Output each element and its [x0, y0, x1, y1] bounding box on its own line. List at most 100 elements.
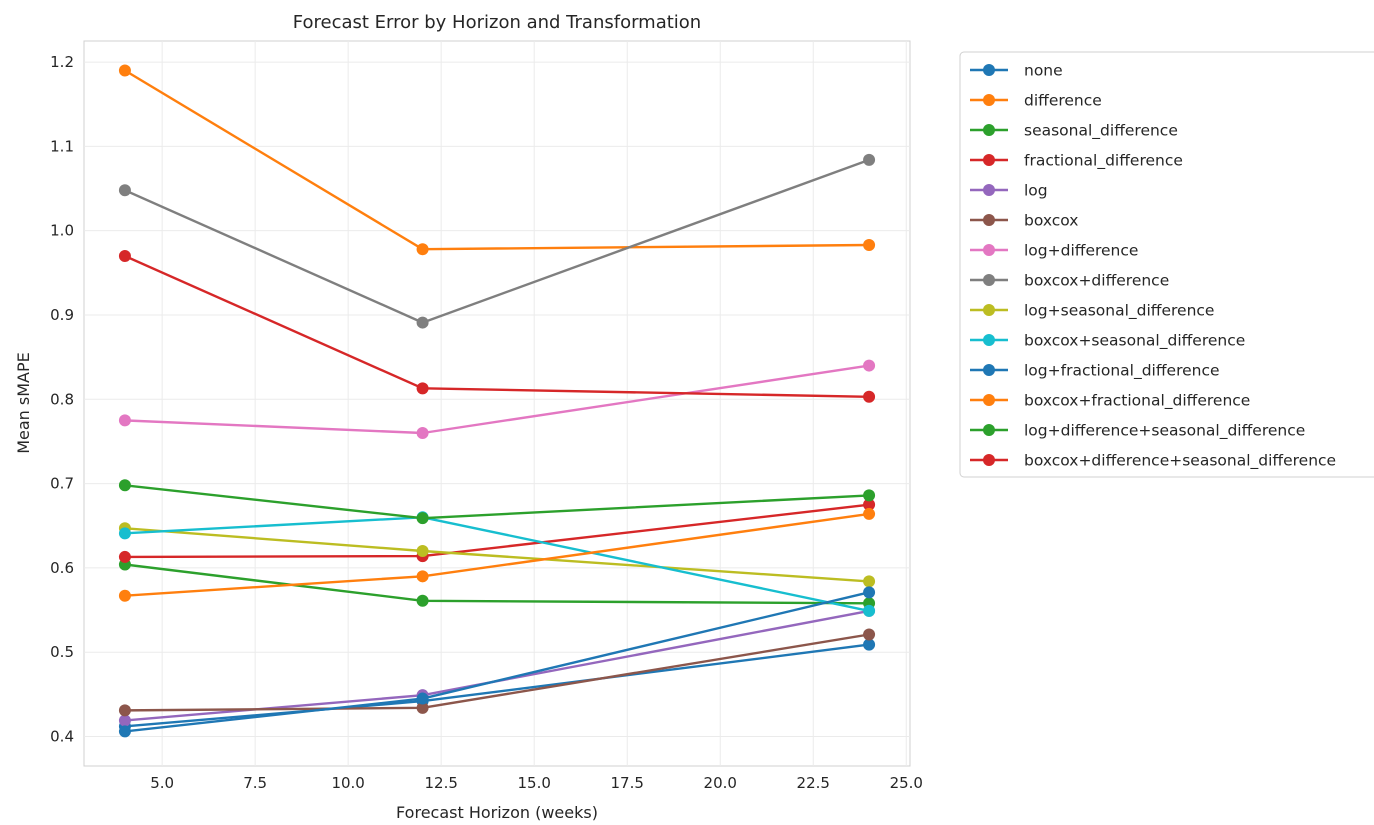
legend-marker [983, 454, 995, 466]
legend-marker [983, 184, 995, 196]
x-tick-label: 5.0 [150, 774, 174, 792]
data-point [416, 316, 429, 329]
data-point [863, 507, 876, 520]
legend-item: seasonal_difference [970, 122, 1178, 141]
data-point [416, 427, 429, 440]
plot-area [83, 40, 911, 767]
legend-label: boxcox+difference+seasonal_difference [1024, 452, 1336, 471]
legend-marker [983, 274, 995, 286]
data-point [118, 527, 131, 540]
x-tick-label: 15.0 [518, 774, 551, 792]
data-point [863, 604, 876, 617]
legend-item: none [970, 62, 1063, 80]
legend-label: log+fractional_difference [1024, 362, 1220, 381]
series-group [118, 586, 876, 738]
legend-marker [983, 424, 995, 436]
legend-item: boxcox+difference [970, 272, 1169, 290]
data-point [118, 479, 131, 492]
data-point [863, 575, 876, 588]
data-point [416, 594, 429, 607]
y-axis-title: Mean sMAPE [14, 352, 33, 454]
legend-label: difference [1024, 92, 1102, 110]
data-point [863, 153, 876, 166]
legend-item: log+fractional_difference [970, 362, 1220, 381]
data-point [863, 586, 876, 599]
legend-item: boxcox+seasonal_difference [970, 332, 1245, 351]
legend-marker [983, 154, 995, 166]
legend-label: log [1024, 182, 1048, 200]
legend-item: log+seasonal_difference [970, 302, 1214, 321]
legend-label: log+difference [1024, 242, 1138, 260]
legend-label: log+seasonal_difference [1024, 302, 1214, 321]
data-point [416, 701, 429, 714]
data-point [118, 714, 131, 727]
data-point [118, 550, 131, 563]
data-point [118, 725, 131, 738]
data-point [416, 545, 429, 558]
y-tick-label: 0.8 [50, 390, 74, 408]
legend-label: boxcox+fractional_difference [1024, 392, 1250, 411]
data-point [118, 589, 131, 602]
legend-label: boxcox+difference [1024, 272, 1169, 290]
legend-marker [983, 94, 995, 106]
y-tick-label: 1.0 [50, 222, 74, 240]
legend-marker [983, 304, 995, 316]
legend-marker [983, 394, 995, 406]
data-point [863, 638, 876, 651]
legend-label: log+difference+seasonal_difference [1024, 422, 1305, 441]
data-point [863, 628, 876, 641]
x-axis-title: Forecast Horizon (weeks) [396, 803, 598, 822]
x-tick-label: 20.0 [704, 774, 737, 792]
series-group [118, 64, 876, 256]
data-point [118, 704, 131, 717]
legend-item: log [970, 182, 1048, 200]
legend-item: log+difference+seasonal_difference [970, 422, 1305, 441]
data-point [863, 359, 876, 372]
legend-label: none [1024, 62, 1063, 80]
y-tick-label: 0.9 [50, 306, 74, 324]
legend-item: boxcox+difference+seasonal_difference [970, 452, 1336, 471]
y-tick-label: 0.4 [50, 727, 74, 745]
y-tick-label: 1.2 [50, 53, 74, 71]
data-point [863, 239, 876, 252]
x-tick-label: 10.0 [331, 774, 364, 792]
grid [84, 41, 910, 766]
y-tick-label: 0.7 [50, 475, 74, 493]
series-group [118, 479, 876, 525]
legend-label: fractional_difference [1024, 152, 1183, 171]
data-point [863, 498, 876, 511]
legend-label: boxcox [1024, 212, 1078, 230]
legend-label: seasonal_difference [1024, 122, 1178, 141]
data-point [416, 512, 429, 525]
data-point [416, 692, 429, 705]
legend-item: log+difference [970, 242, 1138, 260]
data-point [416, 382, 429, 395]
series-group [118, 249, 876, 403]
x-tick-label: 22.5 [797, 774, 830, 792]
legend-item: fractional_difference [970, 152, 1183, 171]
legend-marker [983, 124, 995, 136]
data-point [118, 249, 131, 262]
legend-marker [983, 64, 995, 76]
x-tick-label: 12.5 [424, 774, 457, 792]
legend-marker [983, 364, 995, 376]
data-point [416, 243, 429, 256]
data-point [118, 184, 131, 197]
series-group [118, 359, 876, 440]
data-point [863, 489, 876, 502]
x-tick-label: 25.0 [890, 774, 923, 792]
chart-title: Forecast Error by Horizon and Transforma… [293, 12, 701, 33]
series-group [118, 628, 876, 717]
series-lines [118, 64, 876, 738]
series-group [118, 507, 876, 602]
legend-item: boxcox [970, 212, 1078, 230]
data-point [118, 414, 131, 427]
legend-item: boxcox+fractional_difference [970, 392, 1250, 411]
data-point [863, 390, 876, 403]
legend-item: difference [970, 92, 1102, 110]
legend-marker [983, 214, 995, 226]
legend-label: boxcox+seasonal_difference [1024, 332, 1245, 351]
data-point [118, 64, 131, 77]
